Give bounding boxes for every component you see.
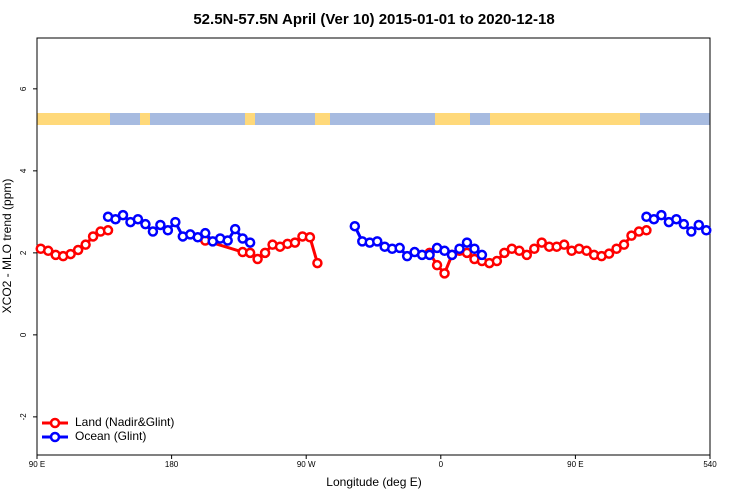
y-tick-label: 0: [19, 332, 28, 337]
data-point: [289, 237, 301, 248]
data-point: [312, 257, 323, 269]
data-point: [439, 268, 450, 279]
data-point: [371, 236, 383, 247]
data-point: [693, 219, 705, 231]
x-tick-label: 90 W: [297, 460, 316, 469]
data-point: [461, 237, 473, 248]
data-point: [671, 213, 682, 225]
data-point: [424, 249, 435, 261]
data-point: [626, 230, 637, 241]
y-axis-label: XCO2 - MLO trend (ppm): [0, 179, 14, 314]
data-point: [72, 244, 84, 256]
data-point: [469, 243, 480, 255]
x-tick-label: 90 E: [29, 460, 45, 469]
data-point: [529, 243, 540, 255]
x-tick-label: 90 E: [567, 460, 583, 469]
chart-title: 52.5N-57.5N April (Ver 10) 2015-01-01 to…: [193, 11, 554, 28]
data-point: [536, 237, 547, 248]
data-point: [244, 237, 256, 248]
data-point: [476, 249, 488, 261]
data-point: [140, 218, 151, 230]
data-point: [132, 213, 144, 225]
data-point: [603, 248, 615, 259]
data-point: [162, 225, 174, 236]
y-tick-label: -2: [19, 413, 28, 421]
legend-marker: [49, 417, 61, 429]
data-point: [678, 218, 690, 230]
data-point: [80, 239, 91, 250]
land-ocean-strip: [37, 113, 710, 125]
data-point: [304, 232, 316, 243]
legend-label: Ocean (Glint): [75, 429, 146, 443]
x-axis-label: Longitude (deg E): [326, 475, 421, 489]
data-point: [454, 243, 465, 255]
data-point: [117, 209, 129, 221]
legend-marker: [49, 431, 61, 443]
data-point: [87, 231, 99, 242]
data-point: [656, 209, 667, 221]
data-point: [42, 245, 54, 257]
y-tick-label: 4: [19, 168, 28, 173]
data-point: [648, 213, 660, 225]
data-point: [237, 233, 248, 244]
y-tick-label: 6: [19, 86, 28, 91]
data-point: [431, 259, 443, 271]
data-point: [229, 223, 241, 235]
data-point: [102, 225, 114, 236]
plot-frame: [36, 37, 711, 456]
data-point: [581, 245, 592, 257]
data-point: [394, 242, 405, 254]
data-point: [147, 226, 159, 237]
data-point: [499, 247, 510, 259]
data-point: [701, 225, 712, 236]
data-point: [514, 245, 525, 257]
data-point: [259, 247, 271, 259]
data-point: [110, 213, 121, 225]
data-point: [611, 243, 622, 255]
data-point: [618, 239, 630, 250]
x-tick-label: 0: [439, 460, 444, 469]
data-point: [439, 245, 450, 257]
data-point: [65, 248, 76, 260]
data-point: [155, 219, 166, 231]
data-point: [200, 227, 211, 239]
data-point: [521, 249, 533, 261]
data-point: [170, 216, 181, 228]
data-point: [491, 255, 503, 267]
data-point: [558, 239, 570, 250]
data-point: [222, 235, 233, 246]
x-tick-label: 180: [165, 460, 179, 469]
data-point: [641, 225, 652, 236]
data-point: [446, 249, 458, 261]
data-point: [401, 250, 413, 262]
data-point: [461, 247, 473, 259]
data-point: [252, 253, 263, 265]
data-point: [244, 247, 256, 259]
data-point: [192, 232, 204, 243]
data-point: [686, 226, 697, 237]
y-tick-label: 2: [19, 250, 28, 255]
data-point: [349, 220, 361, 232]
legend-label: Land (Nadir&Glint): [75, 415, 174, 429]
x-tick-label: 540: [703, 460, 717, 469]
